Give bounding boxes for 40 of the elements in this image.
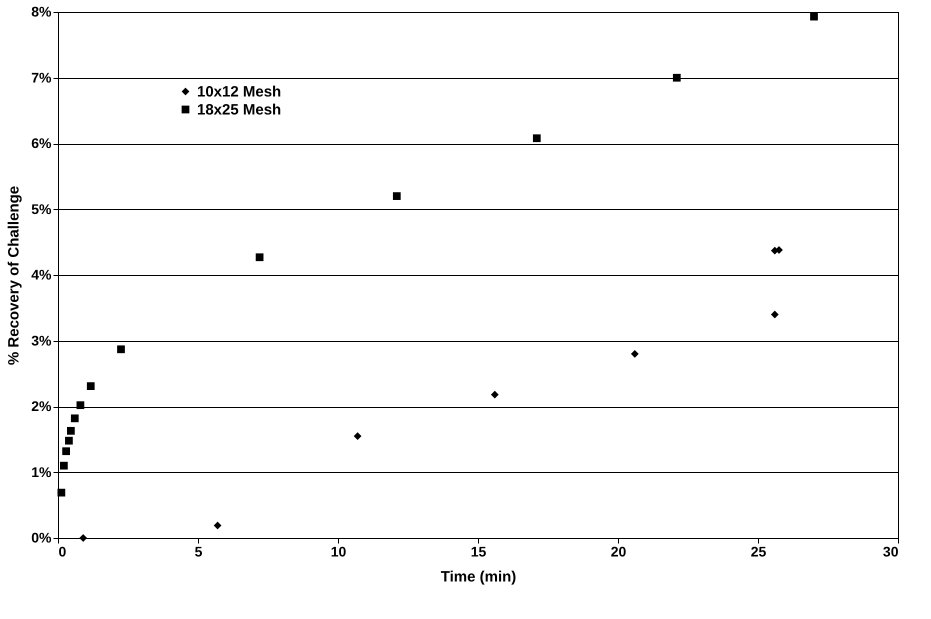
point (70, 414, 79, 422)
point (65, 436, 73, 445)
point (490, 390, 499, 399)
x-tick-label: 10 (330, 544, 346, 560)
y-axis-title: % Recovery of Challenge (5, 186, 22, 366)
point (630, 350, 639, 358)
x-tick-label: 0 (58, 544, 66, 560)
point (672, 74, 681, 82)
y-tick-label: 3% (31, 332, 52, 348)
point (770, 310, 779, 318)
point (67, 426, 75, 435)
x-tick-label: 5 (194, 544, 203, 560)
y-tick-label: 0% (31, 530, 52, 546)
point (86, 382, 95, 390)
x-axis-title: Time (min) (440, 568, 516, 586)
legend-label: 10x12 Mesh (197, 84, 282, 100)
y-tick-label: 6% (31, 135, 52, 151)
y-tick-label: 2% (31, 398, 52, 414)
x-tick-label: 20 (610, 544, 626, 560)
point (57, 488, 66, 497)
point (532, 134, 541, 142)
x-tick-label: 15 (470, 544, 486, 560)
y-tick-label: 1% (31, 464, 52, 480)
point (810, 12, 818, 20)
point (60, 462, 68, 470)
point (392, 192, 401, 200)
point (256, 253, 264, 262)
y-tick-label: 5% (31, 200, 52, 217)
point (117, 345, 125, 354)
x-tick-label: 25 (750, 544, 766, 560)
y-tick-label: 4% (31, 266, 52, 282)
point (214, 522, 222, 530)
legend-label: 18x25 Mesh (197, 102, 282, 118)
point (354, 432, 362, 440)
point (76, 401, 84, 410)
y-tick-label: 8% (31, 4, 52, 20)
y-tick-label: 7% (31, 69, 52, 86)
point (79, 534, 88, 542)
x-tick-label: 30 (882, 544, 899, 560)
point (62, 447, 70, 456)
